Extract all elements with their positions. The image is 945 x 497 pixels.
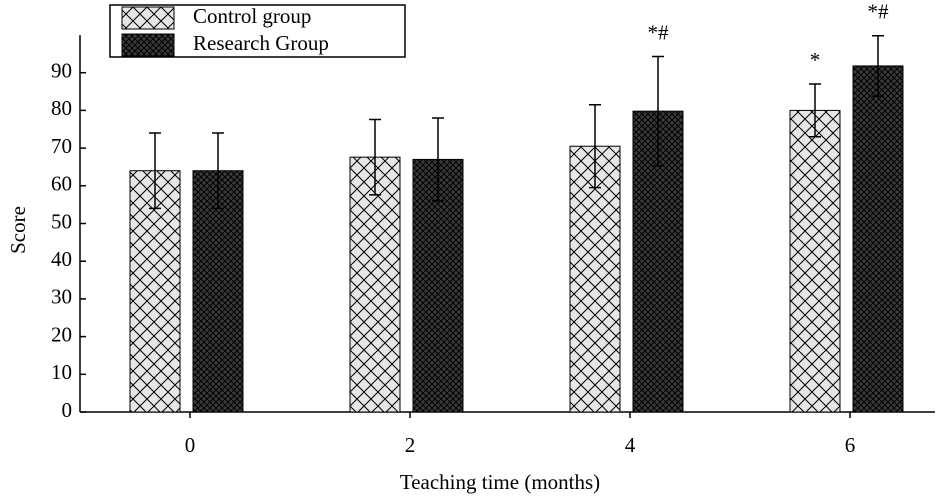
error-bar	[432, 117, 444, 202]
y-tick-label: 90	[51, 59, 72, 83]
y-tick-label: 40	[51, 247, 72, 271]
annotation: *#	[648, 20, 670, 44]
error-bar	[809, 83, 821, 138]
legend-label: Research Group	[193, 31, 329, 55]
bar	[349, 156, 401, 413]
error-bar	[212, 132, 224, 210]
error-bar	[369, 118, 381, 196]
y-tick-label: 0	[62, 398, 73, 422]
annotation: *	[810, 48, 821, 72]
error-bar	[872, 35, 884, 97]
bar	[852, 65, 904, 413]
y-tick-label: 50	[51, 209, 72, 233]
x-tick-label: 4	[625, 433, 636, 457]
bar	[129, 170, 181, 413]
error-bar	[589, 103, 601, 189]
y-tick-label: 10	[51, 360, 72, 384]
y-tick-label: 80	[51, 96, 72, 120]
bar	[192, 170, 244, 413]
bar	[789, 109, 841, 413]
error-bar	[652, 55, 664, 167]
x-tick-label: 0	[185, 433, 196, 457]
error-bar	[149, 132, 161, 210]
legend-swatch	[121, 6, 175, 30]
bar	[569, 145, 621, 413]
annotation: *#	[868, 0, 890, 24]
legend-label: Control group	[193, 4, 311, 28]
x-tick-label: 6	[845, 433, 856, 457]
y-axis-title: Score	[6, 206, 30, 254]
y-tick-label: 60	[51, 172, 72, 196]
y-tick-label: 70	[51, 134, 72, 158]
y-tick-label: 20	[51, 322, 72, 346]
x-tick-label: 2	[405, 433, 416, 457]
y-tick-label: 30	[51, 285, 72, 309]
x-axis-title: Teaching time (months)	[400, 470, 600, 494]
legend-swatch	[121, 33, 175, 57]
